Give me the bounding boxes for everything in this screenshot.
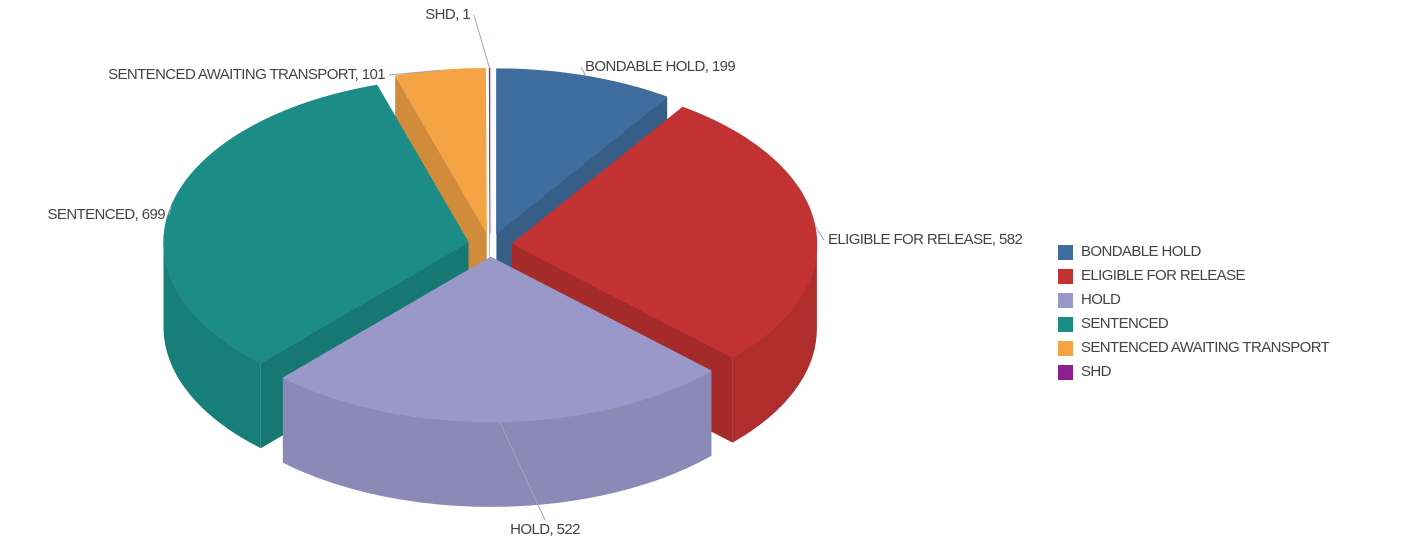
leader-line bbox=[499, 421, 546, 521]
legend-label: ELIGIBLE FOR RELEASE bbox=[1081, 267, 1245, 284]
legend-label: SENTENCED bbox=[1081, 315, 1169, 332]
slice-top bbox=[282, 256, 712, 423]
slice-side bbox=[282, 370, 712, 507]
legend-label: BONDABLE HOLD bbox=[1081, 243, 1202, 260]
slice-side bbox=[163, 242, 261, 449]
data-label: SENTENCED, 699 bbox=[48, 206, 166, 223]
data-label: HOLD, 522 bbox=[510, 521, 580, 538]
leader-line bbox=[580, 66, 587, 77]
data-label: SHD, 1 bbox=[425, 6, 470, 23]
legend-label: HOLD bbox=[1081, 291, 1121, 308]
legend-swatch bbox=[1058, 365, 1073, 380]
slice-side bbox=[732, 243, 817, 443]
slice bbox=[282, 256, 712, 507]
leader-line bbox=[388, 69, 440, 76]
data-label: ELIGIBLE FOR RELEASE, 582 bbox=[828, 231, 1023, 248]
slice-top bbox=[496, 68, 668, 235]
legend-swatch bbox=[1058, 245, 1073, 260]
legend-label: SENTENCED AWAITING TRANSPORT bbox=[1081, 339, 1330, 356]
legend-swatch bbox=[1058, 269, 1073, 284]
data-label: BONDABLE HOLD, 199 bbox=[585, 58, 735, 75]
leader-line bbox=[473, 14, 490, 69]
leader-line bbox=[168, 205, 172, 216]
data-label: SENTENCED AWAITING TRANSPORT, 101 bbox=[108, 66, 385, 83]
legend-swatch bbox=[1058, 341, 1073, 356]
legend-label: SHD bbox=[1081, 363, 1112, 380]
leader-line bbox=[814, 225, 825, 241]
legend-swatch bbox=[1058, 317, 1073, 332]
legend-swatch bbox=[1058, 293, 1073, 308]
